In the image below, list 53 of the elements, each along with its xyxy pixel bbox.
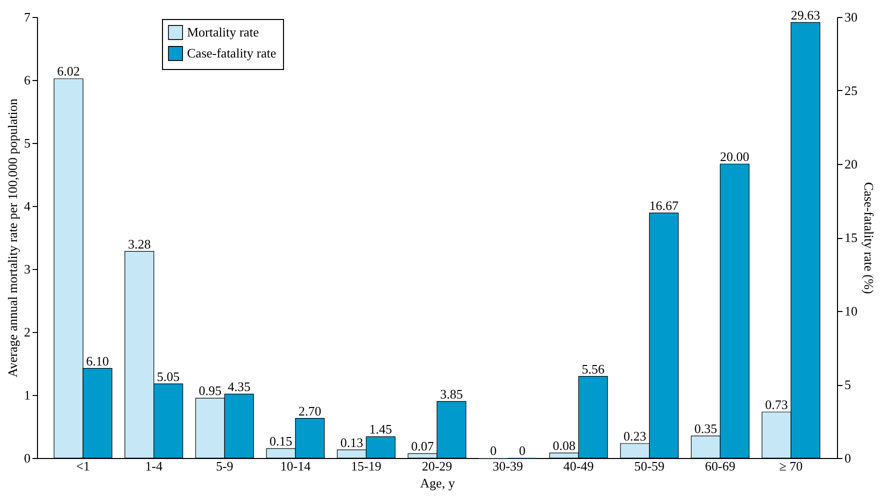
y2-tick-label: 30 [844,10,858,24]
y2-tick-label: 10 [844,304,858,318]
y2-tick-label: 15 [844,230,858,245]
data-label: 0.07 [411,438,434,454]
y2-tick-label: 25 [844,83,858,98]
data-label: 0 [490,443,497,458]
x-tick-label: 20-29 [422,458,452,474]
x-tick-label: 5-9 [216,458,234,474]
x-tick-label: 60-69 [705,458,736,474]
y2-axis-title: Case-fatality rate (%) [862,182,876,294]
y-tick-label: 2 [24,324,30,340]
data-label: 20.00 [720,149,750,164]
x-tick-label: ≥ 70 [779,458,803,474]
data-label: 2.70 [298,403,322,418]
y-tick-label: 6 [24,72,31,88]
x-tick-label: <1 [76,458,90,474]
y2-tick-label: 5 [844,377,851,392]
data-label: 4.35 [228,379,250,394]
legend-label: Mortality rate [187,24,260,40]
data-label: 16.67 [649,198,679,213]
data-label: 1.45 [369,422,392,437]
data-label: 0.23 [624,428,646,444]
data-label: 0.08 [552,438,576,453]
data-label: 0.15 [270,434,292,449]
legend-label: Case-fatality rate [187,46,276,60]
y-tick-label: 1 [24,388,30,402]
y-axis-title: Average annual mortality rate per 100,000 population [5,98,20,378]
data-label: 0.95 [198,383,222,398]
y-tick-label: 0 [24,450,30,466]
y2-tick-label: 20 [844,156,858,172]
data-label: 5.56 [582,361,605,376]
y2-tick-label: 0 [844,450,851,466]
y-tick-label: 7 [24,10,31,24]
y-tick-label: 4 [24,198,31,214]
x-tick-label: 10-14 [280,458,312,474]
y-tick-label: 5 [24,136,30,150]
data-label: 29.63 [790,7,820,22]
x-tick-label: 15-19 [351,458,382,474]
x-axis-title: Age, y [420,476,456,490]
data-label: 3.85 [440,386,463,402]
data-label: 0 [519,443,526,458]
data-label: 0.73 [765,397,788,412]
data-label: 3.28 [128,236,151,252]
x-tick-label: 1-4 [145,458,163,474]
data-label: 0.35 [694,420,718,436]
data-label: 6.10 [86,353,109,368]
data-label: 0.13 [340,434,364,450]
x-tick-label: 50-59 [634,458,665,474]
x-tick-label: 40-49 [563,458,594,474]
y-tick-label: 3 [24,262,30,276]
x-tick-label: 30-39 [492,458,523,474]
data-label: 6.02 [57,64,80,79]
data-label: 5.05 [156,368,180,384]
